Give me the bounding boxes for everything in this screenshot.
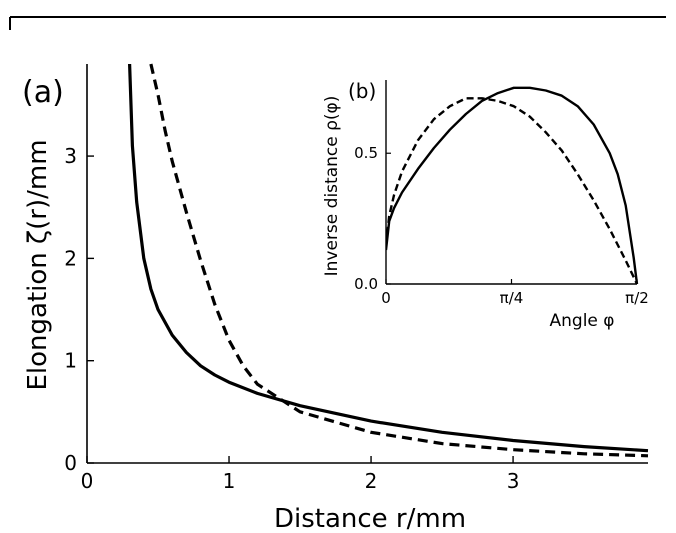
inset-y-tick-label: 0.0 bbox=[354, 275, 378, 293]
inset-y-tick-label: 0.5 bbox=[354, 144, 378, 162]
panel-label-b: (b) bbox=[348, 79, 376, 103]
inset-x-tick-label: π/2 bbox=[625, 289, 649, 307]
main-x-tick-label: 2 bbox=[365, 469, 378, 493]
main-series bbox=[128, 63, 649, 458]
main-x-tick-label: 1 bbox=[223, 469, 236, 493]
inset-x-tick-label: π/4 bbox=[500, 289, 524, 307]
main-y-tick-label: 0 bbox=[64, 451, 77, 475]
inset-x-axis-label: Angle φ bbox=[550, 311, 615, 331]
inset-ticks: 0 π/4 π/2 0.0 0.5 bbox=[354, 144, 649, 307]
main-series-dashed-line bbox=[149, 63, 649, 458]
inset-series bbox=[386, 86, 639, 284]
main-chart: 0 1 2 3 0 1 2 3 (a) Distance r/mm Elongation ζ(… bbox=[22, 63, 649, 533]
main-x-tick-label: 3 bbox=[507, 469, 520, 493]
main-y-tick-label: 1 bbox=[64, 349, 77, 373]
top-frame-line bbox=[9, 16, 666, 30]
inset-background bbox=[386, 80, 638, 285]
inset-chart: 0 π/4 π/2 0.0 0.5 (b) Angle φ Inverse distan… bbox=[322, 79, 649, 331]
main-series-solid-line bbox=[128, 63, 649, 453]
main-x-tick-label: 0 bbox=[81, 469, 94, 493]
main-axes bbox=[86, 64, 648, 464]
inset-y-axis-label: Inverse distance ρ(φ) bbox=[322, 96, 342, 277]
main-y-axis-label: Elongation ζ(r)/mm bbox=[23, 139, 53, 390]
main-y-tick-label: 2 bbox=[64, 246, 77, 270]
main-x-axis-label: Distance r/mm bbox=[274, 504, 466, 533]
main-ticks: 0 1 2 3 0 1 2 3 bbox=[64, 144, 519, 493]
inset-series-solid-line bbox=[386, 86, 639, 284]
main-y-tick-label: 3 bbox=[64, 144, 77, 168]
inset-x-tick-label: 0 bbox=[381, 289, 391, 307]
panel-label-a: (a) bbox=[22, 75, 64, 110]
